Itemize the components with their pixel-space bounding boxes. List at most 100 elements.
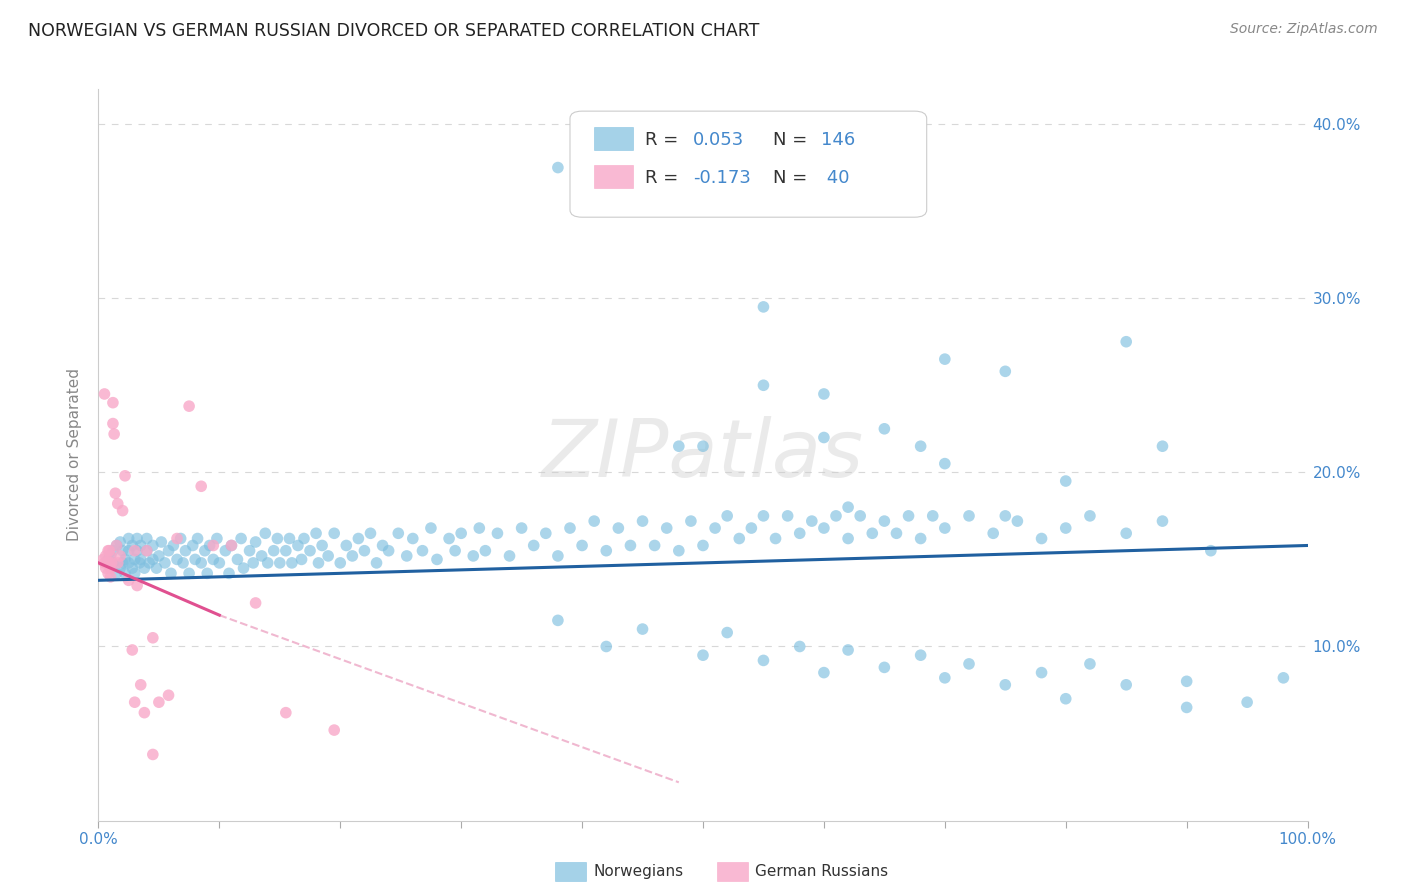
- Point: [118, 532, 141, 546]
- Point: [1115, 678, 1137, 692]
- Point: [558, 521, 581, 535]
- Point: [450, 526, 472, 541]
- Point: [716, 508, 738, 523]
- Point: [114, 552, 136, 566]
- Point: [274, 543, 297, 558]
- Point: [837, 643, 859, 657]
- Point: [463, 549, 485, 563]
- Point: [994, 678, 1017, 692]
- Point: [162, 539, 184, 553]
- Point: [245, 535, 267, 549]
- Point: [474, 543, 496, 558]
- Point: [135, 543, 157, 558]
- Point: [111, 556, 134, 570]
- Point: [873, 514, 896, 528]
- Point: [668, 543, 690, 558]
- Point: [468, 521, 491, 535]
- Point: [129, 678, 152, 692]
- Point: [910, 648, 932, 663]
- Text: N =: N =: [773, 169, 813, 187]
- Point: [347, 532, 370, 546]
- Point: [849, 508, 872, 523]
- Text: 0.053: 0.053: [693, 131, 745, 149]
- Point: [547, 161, 569, 175]
- Point: [329, 556, 352, 570]
- Text: R =: R =: [645, 131, 683, 149]
- Point: [411, 543, 433, 558]
- Point: [263, 543, 285, 558]
- Point: [1115, 334, 1137, 349]
- Point: [114, 468, 136, 483]
- Point: [98, 556, 121, 570]
- Point: [107, 556, 129, 570]
- Point: [245, 596, 267, 610]
- Point: [93, 387, 115, 401]
- Point: [860, 526, 883, 541]
- Point: [107, 497, 129, 511]
- Point: [91, 552, 114, 566]
- Y-axis label: Divorced or Separated: Divorced or Separated: [67, 368, 83, 541]
- Point: [148, 549, 170, 563]
- Point: [108, 561, 131, 575]
- Point: [142, 747, 165, 762]
- Point: [692, 539, 714, 553]
- Point: [124, 543, 146, 558]
- Point: [135, 543, 157, 558]
- Point: [873, 660, 896, 674]
- Point: [118, 543, 141, 558]
- Point: [229, 532, 252, 546]
- Point: [138, 556, 160, 570]
- Point: [323, 723, 346, 737]
- Point: [523, 539, 546, 553]
- Point: [101, 543, 124, 558]
- Point: [299, 543, 322, 558]
- Point: [1078, 508, 1101, 523]
- Point: [957, 508, 980, 523]
- Point: [395, 549, 418, 563]
- Point: [105, 539, 128, 553]
- Point: [692, 648, 714, 663]
- Point: [278, 532, 301, 546]
- FancyBboxPatch shape: [595, 127, 633, 150]
- Point: [426, 552, 449, 566]
- Point: [208, 556, 231, 570]
- Point: [595, 543, 617, 558]
- Point: [607, 521, 630, 535]
- Point: [254, 526, 277, 541]
- Point: [142, 552, 165, 566]
- Point: [97, 566, 120, 581]
- Point: [98, 543, 121, 558]
- Point: [886, 526, 908, 541]
- Point: [256, 556, 278, 570]
- Point: [129, 552, 152, 566]
- Point: [1054, 474, 1077, 488]
- Point: [921, 508, 943, 523]
- Point: [100, 549, 122, 563]
- Point: [934, 352, 956, 367]
- Point: [202, 552, 225, 566]
- Point: [150, 535, 173, 549]
- Point: [704, 521, 727, 535]
- Point: [387, 526, 409, 541]
- Point: [118, 574, 141, 588]
- Point: [716, 625, 738, 640]
- Point: [583, 514, 606, 528]
- Point: [166, 552, 188, 566]
- Point: [179, 399, 201, 413]
- Point: [402, 532, 425, 546]
- Point: [547, 549, 569, 563]
- Point: [181, 539, 204, 553]
- Point: [740, 521, 762, 535]
- Point: [281, 556, 304, 570]
- Point: [1199, 543, 1222, 558]
- Point: [813, 521, 835, 535]
- Point: [679, 514, 702, 528]
- Point: [366, 556, 388, 570]
- Point: [135, 532, 157, 546]
- Point: [692, 439, 714, 453]
- Point: [111, 503, 134, 517]
- Point: [981, 526, 1004, 541]
- Point: [111, 543, 134, 558]
- Point: [187, 532, 209, 546]
- Text: ZIPatlas: ZIPatlas: [541, 416, 865, 494]
